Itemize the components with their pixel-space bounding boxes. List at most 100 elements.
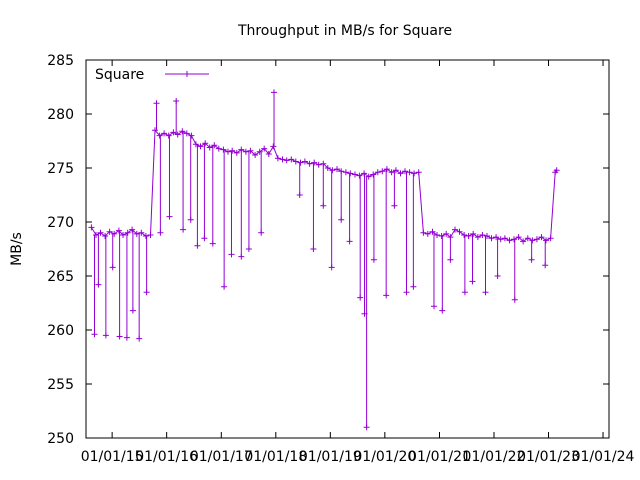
- series-point: [324, 165, 331, 171]
- series-spike-point: [482, 289, 489, 296]
- series-point: [334, 166, 340, 173]
- series-point: [165, 132, 172, 139]
- series-point: [279, 156, 286, 163]
- series-spike-point: [410, 283, 417, 290]
- series-point: [256, 148, 263, 155]
- series-spike-point: [271, 89, 277, 96]
- series-spike-point: [221, 283, 228, 290]
- series-point: [347, 170, 354, 177]
- series-point: [529, 237, 536, 244]
- series-point: [152, 127, 158, 134]
- chart-title: Throughput in MB/s for Square: [237, 23, 452, 39]
- series-point: [524, 235, 531, 242]
- series-point: [338, 168, 345, 175]
- series-spike-point: [102, 332, 109, 339]
- series-point: [356, 172, 363, 179]
- series-point: [192, 141, 199, 148]
- series-point: [352, 171, 358, 178]
- y-tick-label: 260: [47, 323, 74, 339]
- series-spike-point: [403, 289, 410, 296]
- series-point: [142, 233, 149, 239]
- y-tick-label: 275: [47, 161, 74, 177]
- series-spike-point: [173, 98, 180, 104]
- series-point: [447, 234, 454, 241]
- series-point: [229, 147, 236, 154]
- y-tick-label: 285: [47, 53, 74, 69]
- series-point: [434, 232, 440, 238]
- series-point: [138, 229, 145, 236]
- series-point: [242, 148, 249, 155]
- series-point: [247, 147, 254, 154]
- plot-frame: [85, 59, 610, 439]
- x-tick-label: 01/01/21: [408, 449, 471, 465]
- series-spike-point: [153, 100, 160, 107]
- legend: Square: [95, 67, 209, 83]
- series-point: [383, 166, 390, 173]
- series-point: [506, 237, 513, 244]
- series-point: [129, 226, 136, 233]
- series-spike-point: [447, 256, 454, 263]
- series-point: [501, 235, 508, 242]
- y-tick-label: 250: [47, 431, 74, 447]
- x-tick-label: 01/01/17: [190, 449, 253, 465]
- series-spike-point: [391, 202, 398, 209]
- x-tick-label: 01/01/16: [135, 449, 198, 465]
- y-tick-label: 265: [47, 269, 74, 285]
- series-spike-point: [129, 307, 136, 314]
- series-spike-point: [310, 246, 317, 252]
- series-point: [274, 155, 281, 162]
- series-point: [547, 235, 554, 242]
- series-point: [261, 145, 268, 152]
- x-tick-label: 01/01/19: [299, 449, 362, 465]
- series-point: [124, 229, 131, 236]
- series-point: [311, 159, 318, 166]
- series-point: [133, 230, 140, 237]
- series-point: [265, 151, 272, 157]
- series-point: [215, 145, 222, 152]
- series-point: [520, 238, 527, 245]
- series-point: [465, 233, 472, 239]
- series-spike-point: [370, 256, 377, 263]
- series-point: [497, 236, 504, 243]
- series-point: [88, 224, 95, 231]
- series-point: [292, 158, 299, 165]
- series-spike-point: [542, 262, 549, 269]
- series-point: [115, 227, 122, 234]
- series-point: [225, 148, 231, 155]
- series-point: [511, 236, 517, 243]
- series-point: [161, 130, 168, 137]
- series-point: [283, 157, 290, 164]
- series-point: [515, 234, 522, 241]
- plot-layer: 250 255 260 265 270 275 280 285 01/01/1501/01/16…: [47, 53, 634, 465]
- series-line-square: [90, 128, 558, 243]
- series-spike-point: [320, 202, 327, 209]
- series-point: [429, 228, 436, 235]
- series-spike-point: [338, 216, 345, 223]
- series-point: [379, 168, 386, 175]
- series-spike-point: [431, 303, 437, 310]
- series-point: [488, 235, 495, 242]
- series-point: [484, 233, 490, 239]
- series-point: [147, 232, 154, 238]
- series-point: [238, 146, 245, 153]
- series-spike-point: [95, 281, 102, 288]
- series-point: [342, 169, 349, 176]
- x-tick-label: 01/01/20: [353, 449, 416, 465]
- series-point: [397, 170, 404, 177]
- series-spike-point: [511, 296, 518, 303]
- series-spike-point: [116, 333, 123, 340]
- series-spike-point: [136, 335, 143, 342]
- legend-marker-square: [184, 71, 190, 77]
- series-spike-point: [123, 334, 130, 341]
- series-point: [329, 167, 336, 174]
- series-point: [456, 228, 463, 235]
- series-spike-point: [469, 278, 476, 285]
- series-point: [538, 234, 545, 241]
- series-spike-point: [91, 331, 98, 338]
- series-point: [365, 173, 372, 180]
- series-spike-point: [494, 273, 501, 279]
- series-point: [183, 130, 190, 137]
- series-point: [420, 229, 427, 236]
- series-point: [211, 142, 218, 149]
